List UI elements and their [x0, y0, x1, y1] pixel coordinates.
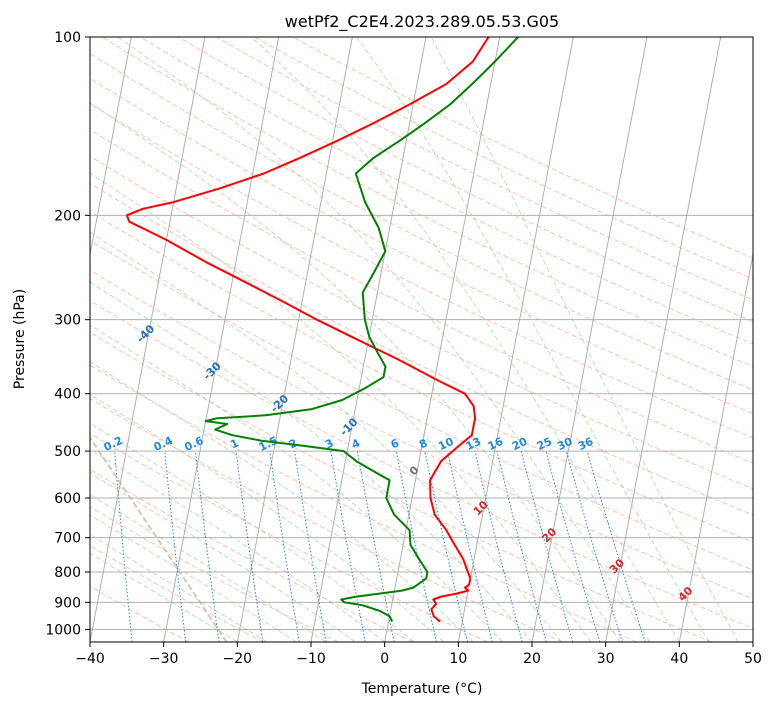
dry-adiabat: [139, 37, 753, 345]
x-tick-label: 40: [670, 651, 688, 667]
moist-adiabat: [90, 552, 238, 642]
y-tick-label: 900: [54, 595, 81, 611]
dry-adiabat: [90, 239, 753, 571]
mixing-ratio-line: [545, 450, 601, 642]
sounding-series-line: [125, 37, 490, 623]
mixing-ratio-label: 16: [486, 435, 506, 453]
chart-title: wetPf2_C2E4.2023.289.05.53.G05: [285, 12, 559, 32]
surface-curve: [90, 435, 228, 642]
moist-adiabat: [90, 231, 562, 642]
x-tick-label: −10: [296, 651, 326, 667]
moist-adiabat: [250, 37, 680, 642]
isotherm-line: [163, 37, 280, 642]
mixing-ratio-label: 10: [436, 435, 456, 453]
y-tick-label: 700: [54, 531, 81, 547]
dry-adiabat: [90, 269, 753, 600]
moist-adiabat: [90, 324, 503, 642]
plot-area: [90, 37, 753, 642]
y-tick-label: 300: [54, 313, 81, 329]
isotherm-line: [90, 37, 132, 258]
mixing-ratio-line: [424, 450, 468, 642]
y-tick-label: 400: [54, 387, 81, 403]
isotherm-line: [457, 37, 574, 642]
moist-adiabat: [90, 448, 385, 642]
x-tick-label: −20: [223, 651, 253, 667]
mixing-ratio-label: 20: [510, 435, 530, 453]
series-layer: [125, 37, 519, 623]
mixing-ratio-line: [330, 451, 366, 642]
dry-adiabat: [90, 398, 563, 642]
moist-adiabat: [90, 361, 474, 642]
mixing-ratio-line: [195, 451, 220, 642]
moist-adiabat: [90, 102, 621, 642]
mixing-ratio-line: [164, 451, 187, 642]
moist-adiabat: [90, 494, 326, 642]
x-tick-label: 50: [744, 651, 762, 667]
x-axis-label: Temperature (°C): [361, 681, 483, 697]
dry-adiabat: [90, 364, 638, 642]
moist-adiabat: [355, 37, 710, 642]
isotherm-line: [678, 251, 753, 642]
mixing-ratio-line: [269, 451, 300, 642]
dry-adiabat: [90, 300, 753, 629]
plot-frame: [89, 36, 754, 643]
moist-adiabat: [117, 37, 651, 642]
mixing-ratio-label: 13: [464, 435, 483, 453]
moist-adiabat: [90, 281, 533, 642]
dry-adiabat: [292, 37, 753, 259]
y-tick-label: 800: [54, 565, 81, 581]
tick-layer: −40 −30 −20 −10 0 10 20 30 40 50 100 200 300 400 500 60…: [45, 30, 762, 667]
mixing-ratio-line: [356, 451, 395, 642]
isotherm-line: [236, 37, 353, 642]
dry-adiabat: [90, 331, 712, 642]
y-tick-label: 1000: [45, 622, 81, 638]
moist-adiabat: [90, 172, 592, 642]
mixing-ratio-line: [114, 451, 133, 642]
mixing-ratio-line: [565, 450, 623, 642]
mixing-ratio-line: [395, 451, 437, 642]
mixing-ratio-line: [520, 450, 574, 642]
moist-adiabat: [90, 393, 444, 642]
mixing-ratio-line: [447, 450, 493, 642]
dry-adiabat: [90, 128, 753, 464]
dry-adiabat: [90, 52, 753, 391]
mixing-ratio-line: [496, 450, 547, 642]
y-tick-label: 500: [54, 444, 81, 460]
mixing-ratio-label: 36: [576, 435, 596, 453]
mixing-ratio-line: [235, 451, 264, 642]
x-tick-label: 30: [597, 651, 615, 667]
x-tick-label: −30: [149, 651, 179, 667]
isotherm-line: [384, 37, 501, 642]
mixing-ratio-label: 30: [555, 435, 575, 453]
isotherm-line: [90, 37, 206, 642]
x-tick-label: 0: [380, 651, 389, 667]
isotherm-line: [531, 37, 648, 642]
y-tick-label: 600: [54, 491, 81, 507]
grid-layer: [90, 37, 753, 642]
isotherm-line: [310, 37, 427, 642]
dry-adiabat: [101, 37, 753, 368]
x-tick-label: 20: [523, 651, 541, 667]
mixing-ratio-label: 25: [535, 435, 554, 453]
moist-adiabat: [90, 422, 415, 642]
x-tick-label: 10: [449, 651, 467, 667]
x-tick-label: −40: [75, 651, 105, 667]
y-tick-label: 100: [54, 30, 81, 46]
mixing-ratio-line: [294, 451, 327, 642]
dry-adiabat: [178, 37, 753, 323]
moist-adiabat: [90, 472, 356, 642]
mixing-ratio-line: [474, 450, 523, 642]
isotherm-line: [605, 37, 722, 642]
y-tick-label: 200: [54, 208, 81, 224]
sounding-series-line: [204, 37, 519, 623]
y-axis-label: Pressure (hPa): [12, 289, 28, 389]
